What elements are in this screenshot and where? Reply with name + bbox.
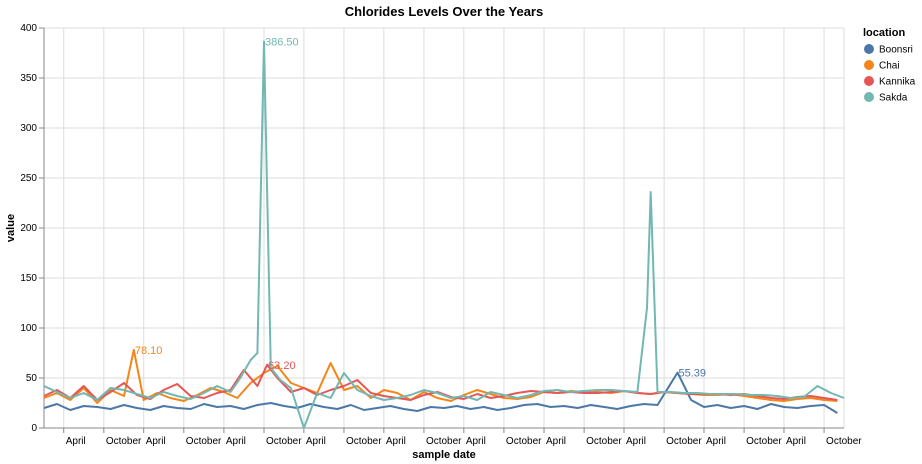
y-tick-label: 350 <box>20 73 37 84</box>
x-tick-label: April <box>66 436 86 447</box>
x-axis-title: sample date <box>412 449 476 461</box>
legend-label-chai: Chai <box>879 61 900 72</box>
legend: location Boonsri Chai Kannika Sakda <box>863 27 916 104</box>
y-axis-title: value <box>5 214 17 242</box>
x-tick-label: October <box>106 436 142 447</box>
x-tick-label: October <box>826 436 862 447</box>
series-line-sakda <box>43 40 845 429</box>
legend-swatch-sakda <box>864 92 874 102</box>
x-tick-label: April <box>546 436 566 447</box>
x-tick-label: October <box>186 436 222 447</box>
x-tick-label: April <box>386 436 406 447</box>
x-tick-label: April <box>466 436 486 447</box>
y-tick-label: 250 <box>20 173 37 184</box>
data-label-kannika: 63.20 <box>268 360 296 372</box>
x-axis: April October April October April October Apri… <box>44 427 862 447</box>
legend-title: location <box>863 27 905 39</box>
legend-label-kannika: Kannika <box>879 77 916 88</box>
legend-swatch-boonsri <box>864 44 874 54</box>
legend-label-sakda: Sakda <box>879 93 908 104</box>
x-tick-label: October <box>346 436 382 447</box>
x-tick-label: April <box>306 436 326 447</box>
chart-title: Chlorides Levels Over the Years <box>345 4 543 19</box>
y-tick-label: 50 <box>26 373 38 384</box>
x-tick-label: October <box>586 436 622 447</box>
y-tick-label: 200 <box>20 223 37 234</box>
y-tick-label: 100 <box>20 323 37 334</box>
y-tick-label: 300 <box>20 123 37 134</box>
legend-label-boonsri: Boonsri <box>879 45 913 56</box>
x-tick-label: October <box>506 436 542 447</box>
annotation-layer: 386.50 78.10 63.20 55.39 <box>135 37 706 380</box>
y-tick-label: 400 <box>20 23 37 34</box>
grid-layer <box>44 27 845 429</box>
series-layer <box>43 40 845 429</box>
y-tick-label: 150 <box>20 273 37 284</box>
x-tick-label: April <box>706 436 726 447</box>
y-tick-label: 0 <box>31 423 37 434</box>
x-tick-label: April <box>786 436 806 447</box>
x-tick-label: October <box>426 436 462 447</box>
y-axis: 0 50 100 150 200 250 300 350 400 <box>20 23 45 434</box>
x-tick-label: April <box>226 436 246 447</box>
data-label-sakda: 386.50 <box>265 37 299 49</box>
data-label-chai: 78.10 <box>135 345 163 357</box>
x-tick-label: October <box>666 436 702 447</box>
series-line-boonsri <box>43 371 838 414</box>
legend-swatch-kannika <box>864 76 874 86</box>
legend-swatch-chai <box>864 60 874 70</box>
x-tick-label: October <box>266 436 302 447</box>
x-tick-label: April <box>146 436 166 447</box>
x-tick-label: April <box>626 436 646 447</box>
x-tick-label: October <box>746 436 782 447</box>
data-label-boonsri: 55.39 <box>678 368 706 380</box>
